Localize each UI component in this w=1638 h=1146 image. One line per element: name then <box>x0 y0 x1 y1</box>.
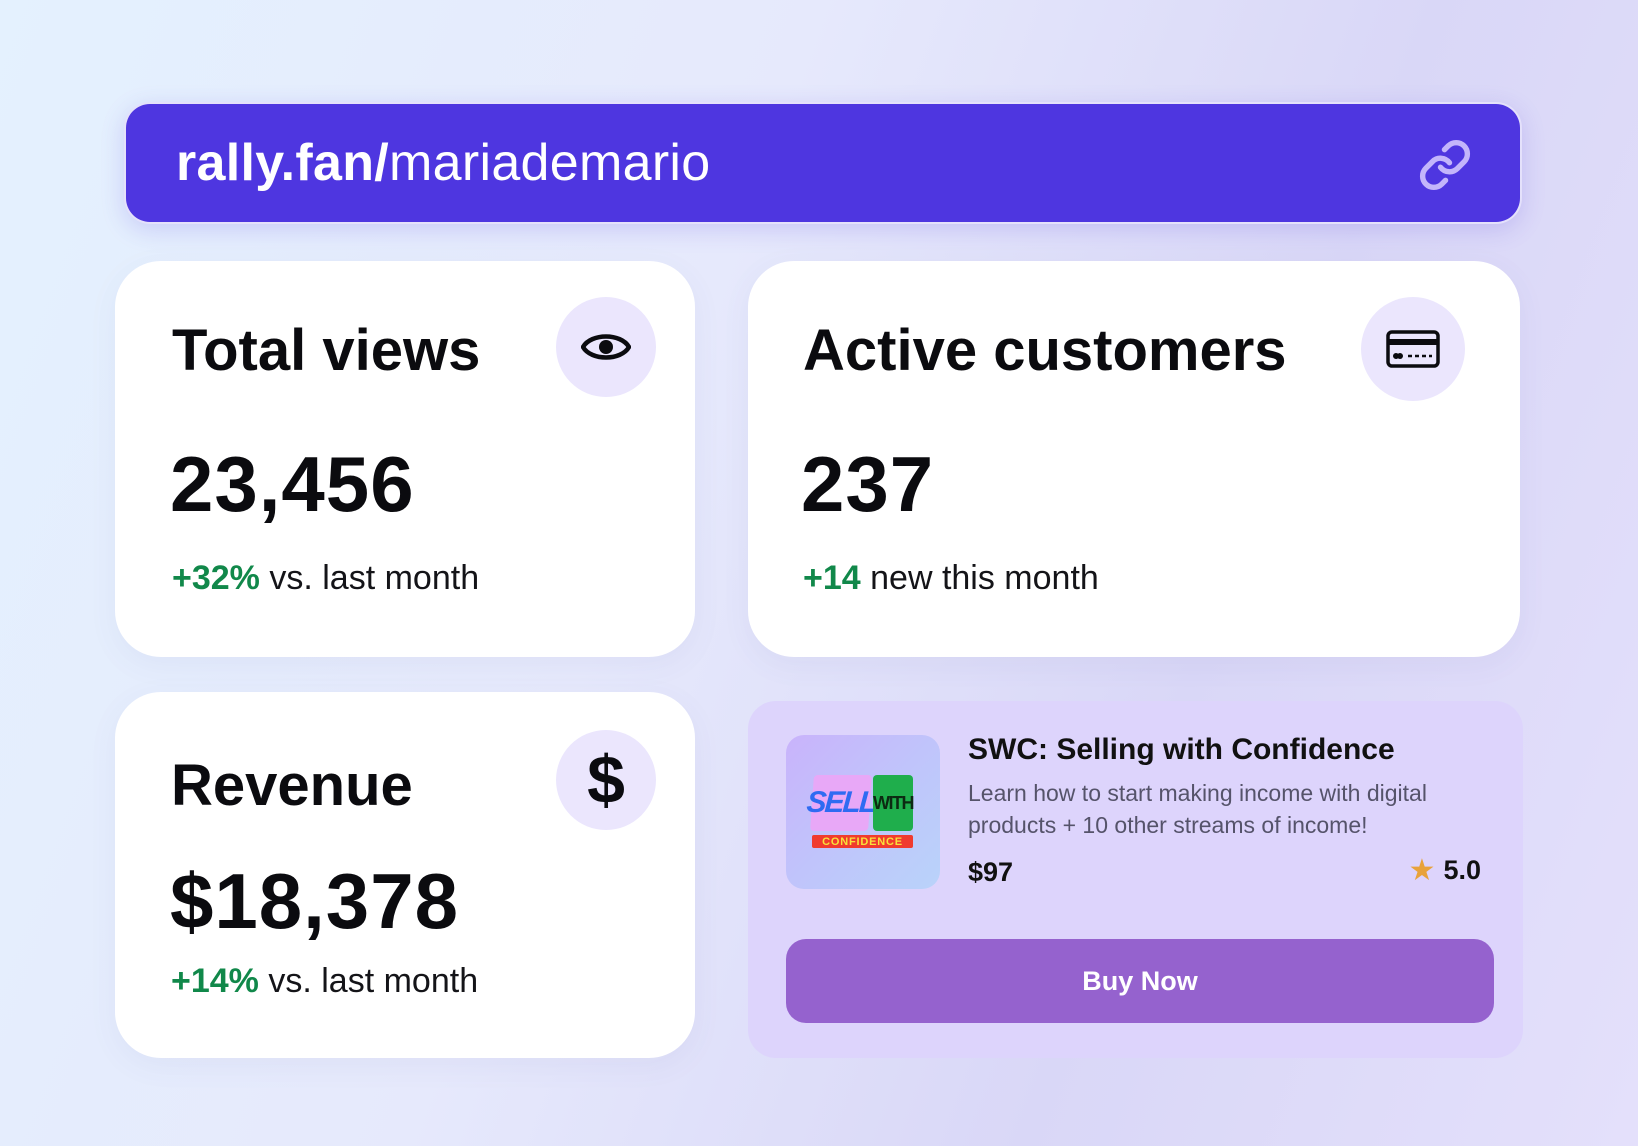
active-customers-value: 237 <box>801 440 935 528</box>
eye-icon-badge <box>556 297 656 397</box>
active-customers-title: Active customers <box>803 318 1287 383</box>
revenue-value: $18,378 <box>170 857 459 945</box>
active-customers-delta-label: new this month <box>860 559 1099 597</box>
total-views-card: Total views 23,456 +32% vs. last month <box>115 261 695 657</box>
total-views-delta-label: vs. last month <box>259 559 480 597</box>
star-icon: ★ <box>1408 853 1436 887</box>
dollar-icon: $ <box>587 742 625 818</box>
credit-card-icon <box>1386 330 1440 368</box>
dollar-icon-badge: $ <box>556 730 656 830</box>
thumb-confidence-text: CONFIDENCE <box>812 835 913 848</box>
active-customers-delta: +14 new this month <box>803 559 1099 598</box>
revenue-delta-label: vs. last month <box>258 962 479 1000</box>
product-card[interactable]: SELL WITH CONFIDENCE SWC: Selling with C… <box>748 701 1523 1058</box>
active-customers-card: Active customers 237 +14 new this month <box>748 261 1520 657</box>
product-thumbnail[interactable]: SELL WITH CONFIDENCE <box>786 735 940 889</box>
url-domain: rally.fan/ <box>176 134 390 192</box>
revenue-delta: +14% vs. last month <box>171 962 478 1001</box>
product-price: $97 <box>968 857 1014 887</box>
url-handle: mariademario <box>389 134 711 192</box>
active-customers-delta-value: +14 <box>803 559 861 597</box>
revenue-card: Revenue $ $18,378 +14% vs. last month <box>115 692 695 1058</box>
total-views-title: Total views <box>172 318 481 383</box>
total-views-delta-value: +32% <box>172 559 260 597</box>
credit-card-icon-badge <box>1361 297 1465 401</box>
profile-url-bar[interactable]: rally.fan/mariademario <box>124 102 1522 224</box>
thumb-with-text: WITH <box>873 775 914 831</box>
revenue-delta-value: +14% <box>171 962 259 1000</box>
product-rating: ★ 5.0 <box>1409 855 1481 886</box>
product-description: Learn how to start making income with di… <box>968 780 1427 838</box>
thumb-sell-text: SELL <box>806 775 877 831</box>
buy-now-button[interactable]: Buy Now <box>786 939 1494 1023</box>
eye-icon <box>581 334 631 360</box>
total-views-value: 23,456 <box>170 440 415 528</box>
link-icon[interactable] <box>1418 138 1472 192</box>
product-title[interactable]: SWC: Selling with Confidence <box>968 733 1395 766</box>
revenue-title: Revenue <box>171 753 413 818</box>
profile-url: rally.fan/mariademario <box>176 133 711 193</box>
product-rating-value: 5.0 <box>1443 855 1481 885</box>
total-views-delta: +32% vs. last month <box>172 559 479 598</box>
